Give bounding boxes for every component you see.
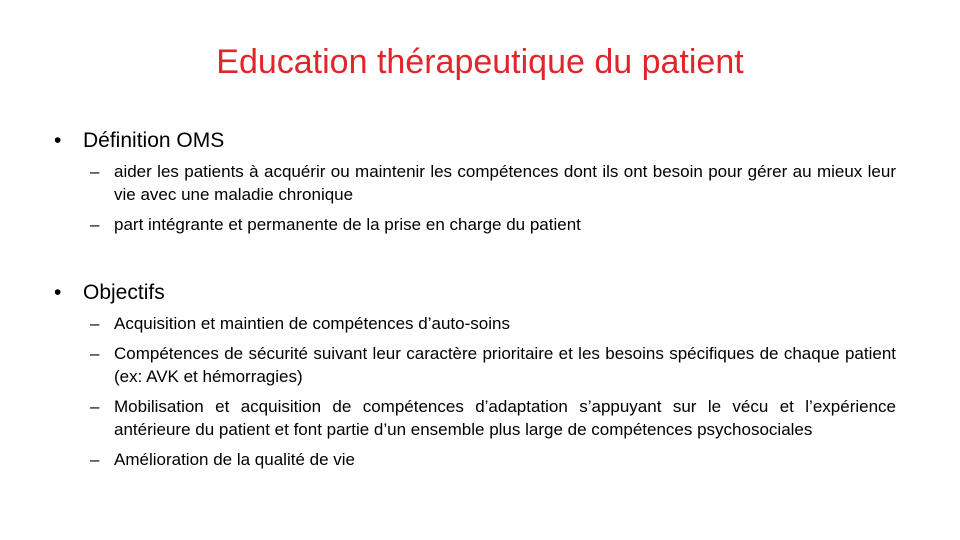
sub-item-text: Acquisition et maintien de compétences d…: [114, 314, 510, 333]
sub-item: – Compétences de sécurité suivant leur c…: [54, 342, 896, 388]
heading-text: Définition OMS: [83, 129, 225, 152]
sub-item-text: Mobilisation et acquisition de compétenc…: [114, 397, 896, 439]
dash-icon: –: [90, 162, 100, 181]
bullet-heading: • Objectifs: [54, 279, 904, 306]
bullet-icon: •: [54, 281, 62, 304]
slide-title: Education thérapeutique du patient: [216, 43, 744, 81]
dash-icon: –: [90, 314, 100, 333]
dash-icon: –: [90, 397, 100, 416]
sub-list: – Acquisition et maintien de compétences…: [54, 312, 904, 471]
bullet-icon: •: [54, 129, 62, 152]
sub-item: – Acquisition et maintien de compétences…: [54, 312, 896, 335]
section-definition: • Définition OMS – aider les patients à …: [54, 127, 904, 236]
sub-item-text: Amélioration de la qualité de vie: [114, 450, 355, 469]
dash-icon: –: [90, 215, 100, 234]
sub-item: – aider les patients à acquérir ou maint…: [54, 160, 896, 206]
dash-icon: –: [90, 450, 100, 469]
sub-item-text: part intégrante et permanente de la pris…: [114, 215, 581, 234]
heading-text: Objectifs: [83, 281, 165, 304]
sub-item: – Mobilisation et acquisition de compéte…: [54, 395, 896, 441]
sub-item: – Amélioration de la qualité de vie: [54, 448, 896, 471]
sub-item-text: aider les patients à acquérir ou mainten…: [114, 162, 896, 204]
dash-icon: –: [90, 344, 100, 363]
section-objectifs: • Objectifs – Acquisition et maintien de…: [54, 279, 904, 471]
sub-list: – aider les patients à acquérir ou maint…: [54, 160, 904, 236]
sub-item: – part intégrante et permanente de la pr…: [54, 213, 896, 236]
bullet-heading: • Définition OMS: [54, 127, 904, 154]
sub-item-text: Compétences de sécurité suivant leur car…: [114, 344, 896, 386]
